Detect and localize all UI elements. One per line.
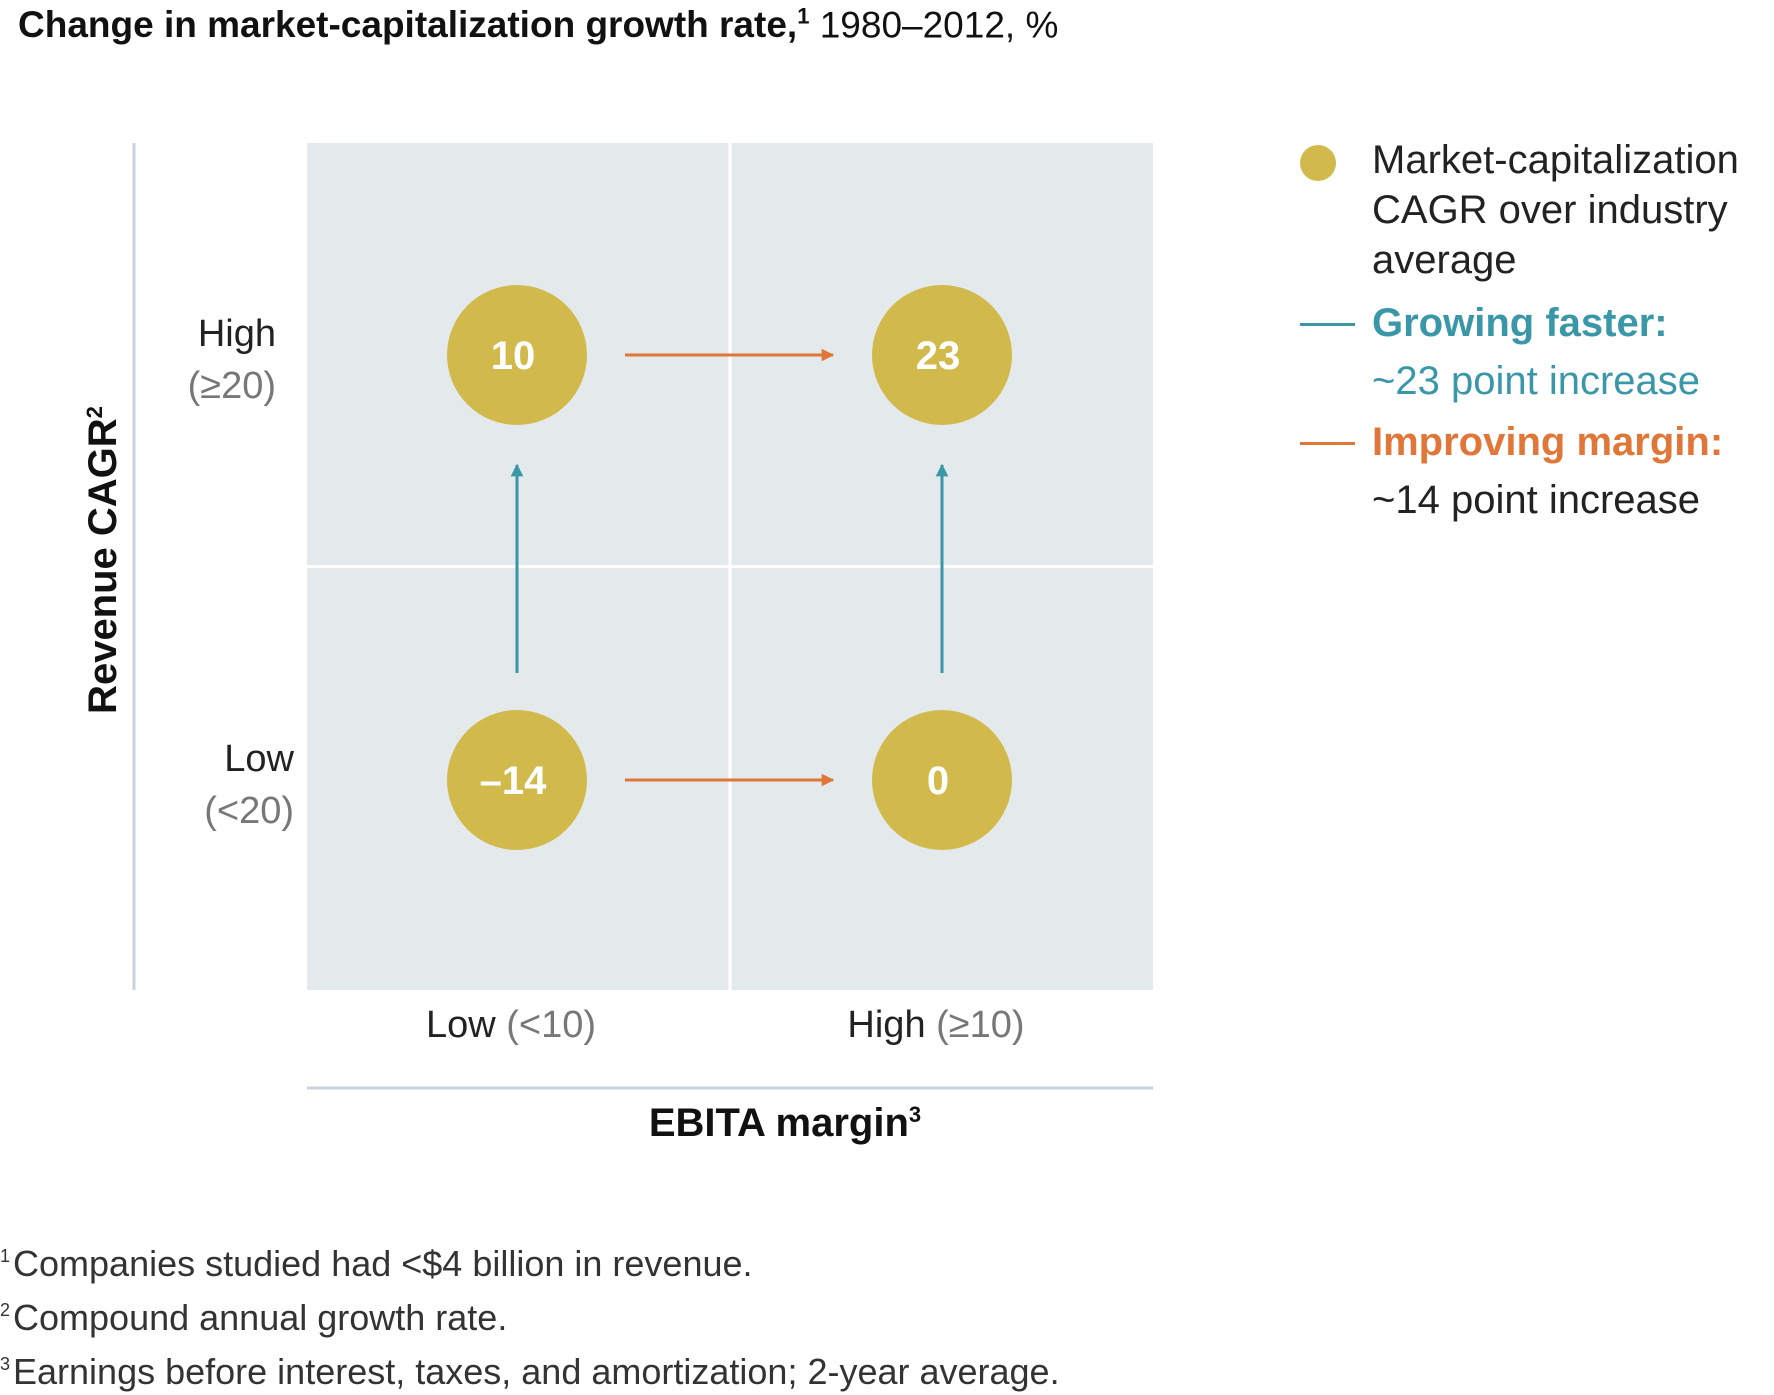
legend-bubble-label: Market-capitalization CAGR over industry… <box>1372 138 1739 282</box>
legend-growing-sub: ~23 point increase <box>1372 359 1701 403</box>
y-axis-title: Revenue CAGR2 <box>81 406 125 714</box>
y-axis-title-footnote-ref: 2 <box>82 406 107 418</box>
bubble-high-revenue-low-margin-value: 10 <box>491 334 536 378</box>
chart-title: Change in market-capitalization growth r… <box>18 4 1058 46</box>
footnote-2-text: Compound annual growth rate. <box>13 1297 508 1338</box>
y-category-qualifier-high: (≥20) <box>188 365 276 407</box>
legend-margin-entry: Improving margin: ~14 point increase <box>1300 417 1770 525</box>
y-axis-title-text: Revenue CAGR <box>81 418 125 714</box>
footnote-1: 1Companies studied had <$4 billion in re… <box>0 1233 1060 1287</box>
title-rest: 1980–2012, % <box>809 4 1059 46</box>
x-axis-title-footnote-ref: 3 <box>909 1102 921 1127</box>
x-category-label-low: Low (<10) <box>426 1004 596 1046</box>
legend-growing-head: Growing faster: <box>1372 301 1668 345</box>
bubble-high-revenue-high-margin <box>872 285 1012 425</box>
footnote-1-num: 1 <box>0 1246 11 1266</box>
x-category-qualifier-low: (<10) <box>506 1004 596 1046</box>
bubble-low-revenue-high-margin-value: 0 <box>927 759 949 803</box>
legend: Market-capitalization CAGR over industry… <box>1300 135 1770 525</box>
bubble-high-revenue-low-margin <box>447 285 587 425</box>
x-category-label-high: High (≥10) <box>847 1004 1024 1046</box>
footnotes: 1Companies studied had <$4 billion in re… <box>0 1233 1060 1395</box>
y-category-label-low: Low <box>224 738 294 780</box>
x-category-main-high: High <box>847 1004 936 1046</box>
legend-growing-swatch <box>1300 323 1355 326</box>
x-category-qualifier-high: (≥10) <box>936 1004 1024 1046</box>
y-category-qualifier-low: (<20) <box>204 790 294 832</box>
x-axis-title: EBITA margin3 <box>649 1101 921 1145</box>
legend-margin-swatch <box>1300 442 1355 445</box>
title-main: Change in market-capitalization growth r… <box>18 4 798 46</box>
x-axis-title-text: EBITA margin <box>649 1101 909 1145</box>
legend-bubble-entry: Market-capitalization CAGR over industry… <box>1300 135 1770 285</box>
legend-growing-entry: Growing faster: ~23 point increase <box>1300 298 1770 406</box>
y-category-label-high: High <box>198 313 276 355</box>
title-footnote-ref: 1 <box>797 4 810 29</box>
footnote-2: 2Compound annual growth rate. <box>0 1287 1060 1341</box>
legend-margin-head: Improving margin: <box>1372 420 1724 464</box>
bubble-low-revenue-high-margin <box>872 710 1012 850</box>
footnote-3-num: 3 <box>0 1354 11 1374</box>
footnote-1-text: Companies studied had <$4 billion in rev… <box>13 1243 753 1284</box>
bubble-high-revenue-high-margin-value: 23 <box>916 334 961 378</box>
footnote-3: 3Earnings before interest, taxes, and am… <box>0 1341 1060 1395</box>
legend-margin-sub: ~14 point increase <box>1372 478 1701 522</box>
footnote-3-text: Earnings before interest, taxes, and amo… <box>13 1351 1060 1392</box>
x-category-main-low: Low <box>426 1004 506 1046</box>
footnote-2-num: 2 <box>0 1300 11 1320</box>
bubble-low-revenue-low-margin <box>447 710 587 850</box>
legend-bubble-swatch <box>1300 145 1336 181</box>
bubble-low-revenue-low-margin-value: –14 <box>480 759 547 803</box>
